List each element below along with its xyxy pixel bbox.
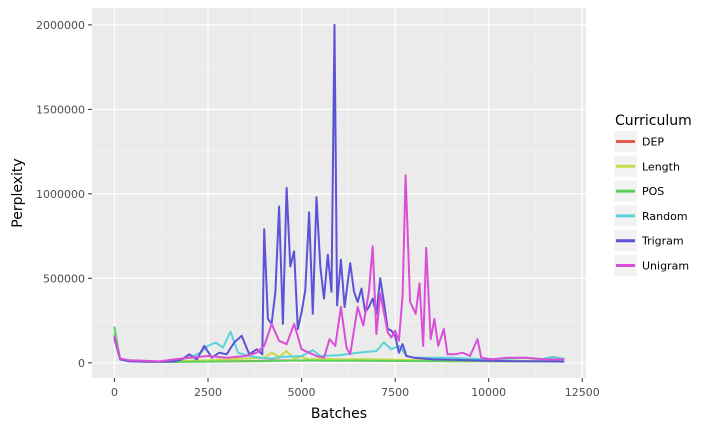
x-tick-label: 0 [111, 386, 118, 399]
y-tick-label: 1000000 [36, 188, 85, 201]
series-line-unigram [113, 174, 565, 363]
legend-item-unigram: Unigram [614, 255, 689, 276]
legend-title: Curriculum [615, 113, 692, 129]
y-tick-label: 0 [78, 357, 85, 370]
series-lines [113, 23, 565, 363]
legend-item-length: Length [614, 155, 680, 177]
legend-label: Trigram [641, 235, 684, 248]
legend: Curriculum DEP Length POS Random Trigram Unig… [614, 113, 692, 276]
x-tick-label: 12500 [565, 386, 600, 399]
x-tick-label: 7500 [381, 386, 409, 399]
y-tick-label: 1500000 [36, 103, 85, 116]
legend-item-dep: DEP [614, 131, 664, 152]
legend-label: Random [642, 210, 688, 223]
legend-label: Unigram [642, 260, 689, 273]
x-tick-label: 5000 [288, 386, 316, 399]
legend-item-trigram: Trigram [614, 230, 684, 252]
x-axis-title: Batches [311, 406, 367, 422]
y-tick-label: 500000 [43, 272, 85, 285]
y-axis-ticks: 0 500000 1000000 1500000 2000000 [36, 19, 92, 370]
x-tick-label: 10000 [471, 386, 506, 399]
x-axis-ticks: 0 2500 5000 7500 10000 12500 [111, 378, 600, 399]
y-axis-title: Perplexity [10, 158, 26, 227]
y-tick-label: 2000000 [36, 19, 85, 32]
series-line-trigram [113, 23, 565, 363]
legend-item-random: Random [614, 205, 688, 227]
legend-label: POS [642, 185, 664, 198]
legend-label: DEP [642, 136, 664, 149]
legend-label: Length [642, 160, 680, 173]
x-tick-label: 2500 [194, 386, 222, 399]
legend-item-pos: POS [614, 180, 664, 202]
